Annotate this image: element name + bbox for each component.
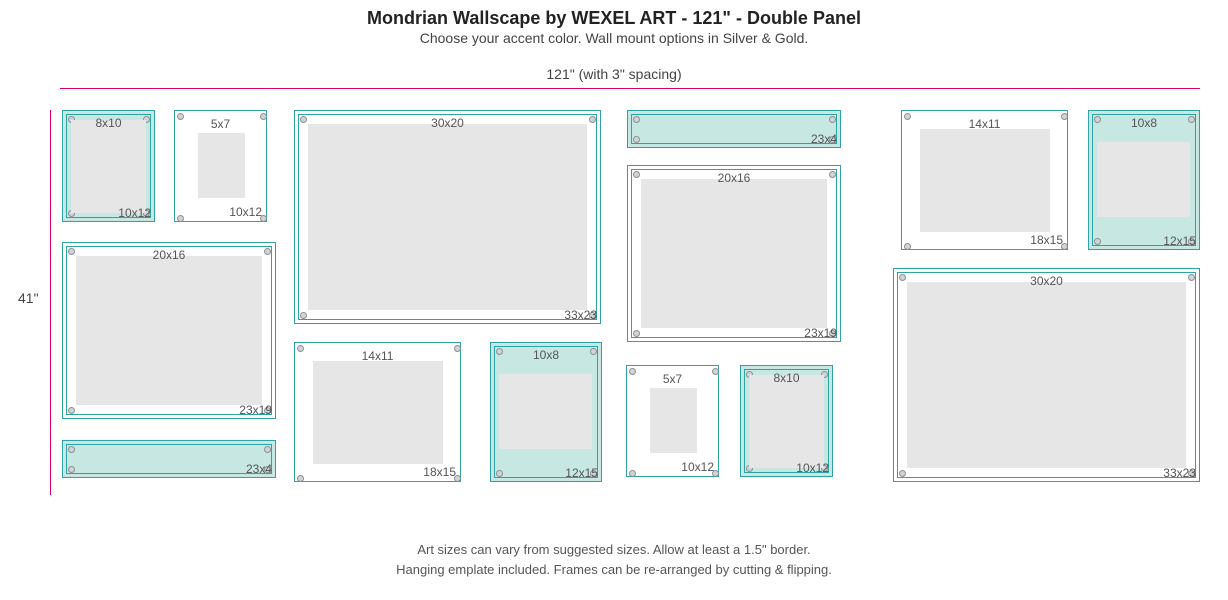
frame-f6: 14x11 18x15 [901,110,1068,250]
footer: Art sizes can vary from suggested sizes.… [0,540,1228,579]
frame-size-label: 12x15 [1163,234,1196,248]
frame-size-label: 10x12 [229,205,262,219]
art-placeholder [308,124,587,310]
width-rule [60,88,1200,89]
height-rule [50,110,51,495]
frame-inner [631,114,837,144]
frame-inner [66,444,272,474]
frame-size-label: 18x15 [1030,233,1063,247]
frame-f13: 8x10 10x12 [740,365,833,477]
standoff-icon [496,470,503,477]
title: Mondrian Wallscape by WEXEL ART - 121" -… [0,8,1228,29]
standoff-icon [899,470,906,477]
frame-size-label: 23x19 [239,403,272,417]
frame-f11: 10x8 12x15 [490,342,602,482]
art-size-label: 14x11 [295,349,460,363]
standoff-icon [177,215,184,222]
frame-f5: 20x16 23x19 [627,165,841,342]
frame-f1: 8x10 10x12 [62,110,155,222]
art-size-label: 10x8 [1088,116,1200,130]
standoff-icon [68,407,75,414]
frame-size-label: 10x12 [118,206,151,220]
standoff-icon [633,116,640,123]
frame-size-label: 33x23 [1163,466,1196,480]
art-placeholder [499,374,592,449]
frame-f4: 23x4 [627,110,841,148]
frame-size-label: 12x15 [565,466,598,480]
frame-size-label: 10x12 [796,461,829,475]
art-size-label: 20x16 [627,171,841,185]
standoff-icon [829,116,836,123]
art-placeholder [76,256,262,405]
art-placeholder [650,388,697,453]
art-placeholder [641,179,827,328]
art-size-label: 20x16 [62,248,276,262]
frame-f10: 14x11 18x15 [294,342,461,482]
art-placeholder [198,133,245,198]
art-size-label: 5x7 [627,372,718,386]
frame-size-label: 33x23 [564,308,597,322]
art-size-label: 10x8 [490,348,602,362]
frame-size-label: 18x15 [423,465,456,479]
art-placeholder [1097,142,1190,217]
art-placeholder [313,361,443,464]
art-size-label: 30x20 [294,116,601,130]
footer-line1: Art sizes can vary from suggested sizes.… [0,540,1228,560]
art-size-label: 8x10 [740,371,833,385]
frame-f8: 20x16 23x19 [62,242,276,419]
standoff-icon [68,446,75,453]
frame-size-label: 23x19 [804,326,837,340]
frame-f9: 23x4 [62,440,276,478]
art-size-label: 14x11 [902,117,1067,131]
art-placeholder [749,375,824,468]
standoff-icon [300,312,307,319]
art-size-label: 5x7 [175,117,266,131]
frame-size-label: 23x4 [811,132,837,146]
standoff-icon [629,470,636,477]
standoff-icon [633,330,640,337]
art-size-label: 8x10 [62,116,155,130]
frame-size-label: 10x12 [681,460,714,474]
frame-f3: 30x20 33x23 [294,110,601,324]
subtitle: Choose your accent color. Wall mount opt… [0,30,1228,46]
standoff-icon [633,136,640,143]
frame-f12: 5x7 10x12 [626,365,719,477]
standoff-icon [68,466,75,473]
art-placeholder [920,129,1050,232]
height-label: 41" [18,290,39,306]
frame-size-label: 23x4 [246,462,272,476]
standoff-icon [1094,238,1101,245]
frame-f7: 10x8 12x15 [1088,110,1200,250]
art-placeholder [71,120,146,213]
art-size-label: 30x20 [893,274,1200,288]
footer-line2: Hanging emplate included. Frames can be … [0,560,1228,580]
standoff-icon [264,446,271,453]
standoff-icon [297,475,304,482]
art-placeholder [907,282,1186,468]
standoff-icon [904,243,911,250]
width-label: 121" (with 3" spacing) [0,66,1228,82]
frame-f14: 30x20 33x23 [893,268,1200,482]
frame-f2: 5x7 10x12 [174,110,267,222]
